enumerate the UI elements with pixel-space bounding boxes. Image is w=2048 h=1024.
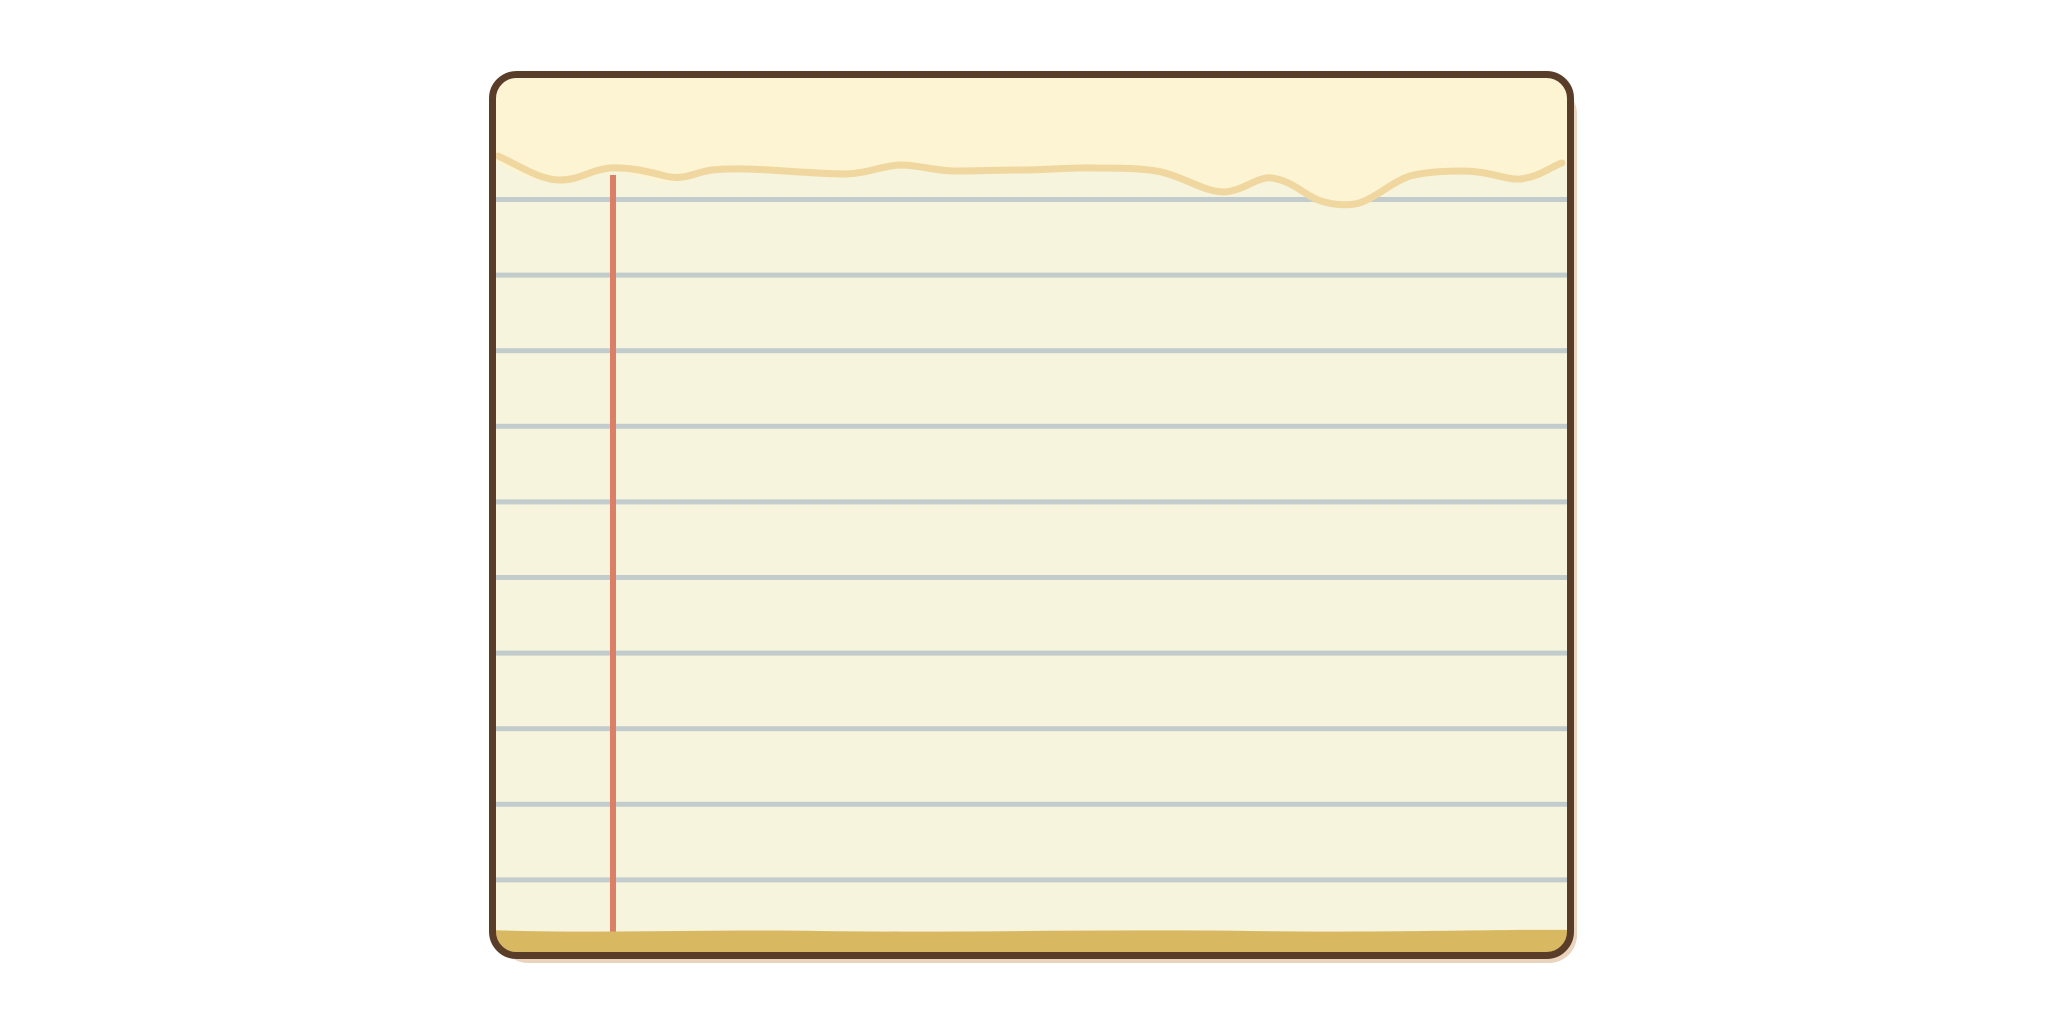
ruled-line	[496, 575, 1568, 580]
margin-line	[610, 175, 616, 952]
ruled-line	[496, 650, 1568, 656]
ruled-line	[496, 348, 1568, 354]
ruled-line	[496, 877, 1568, 883]
ruled-line	[496, 423, 1568, 429]
ruled-line	[496, 726, 1568, 732]
bottom-edge-strip	[496, 929, 1568, 952]
torn-edge-line	[496, 152, 1566, 209]
ruled-line	[496, 272, 1568, 278]
paper-sheet	[496, 78, 1568, 952]
torn-header	[496, 78, 1568, 206]
ruled-line	[496, 197, 1568, 202]
notepad-frame	[489, 71, 1574, 959]
ruled-line	[496, 801, 1568, 807]
ruled-line	[496, 499, 1568, 505]
ruled-lines	[496, 197, 1568, 883]
